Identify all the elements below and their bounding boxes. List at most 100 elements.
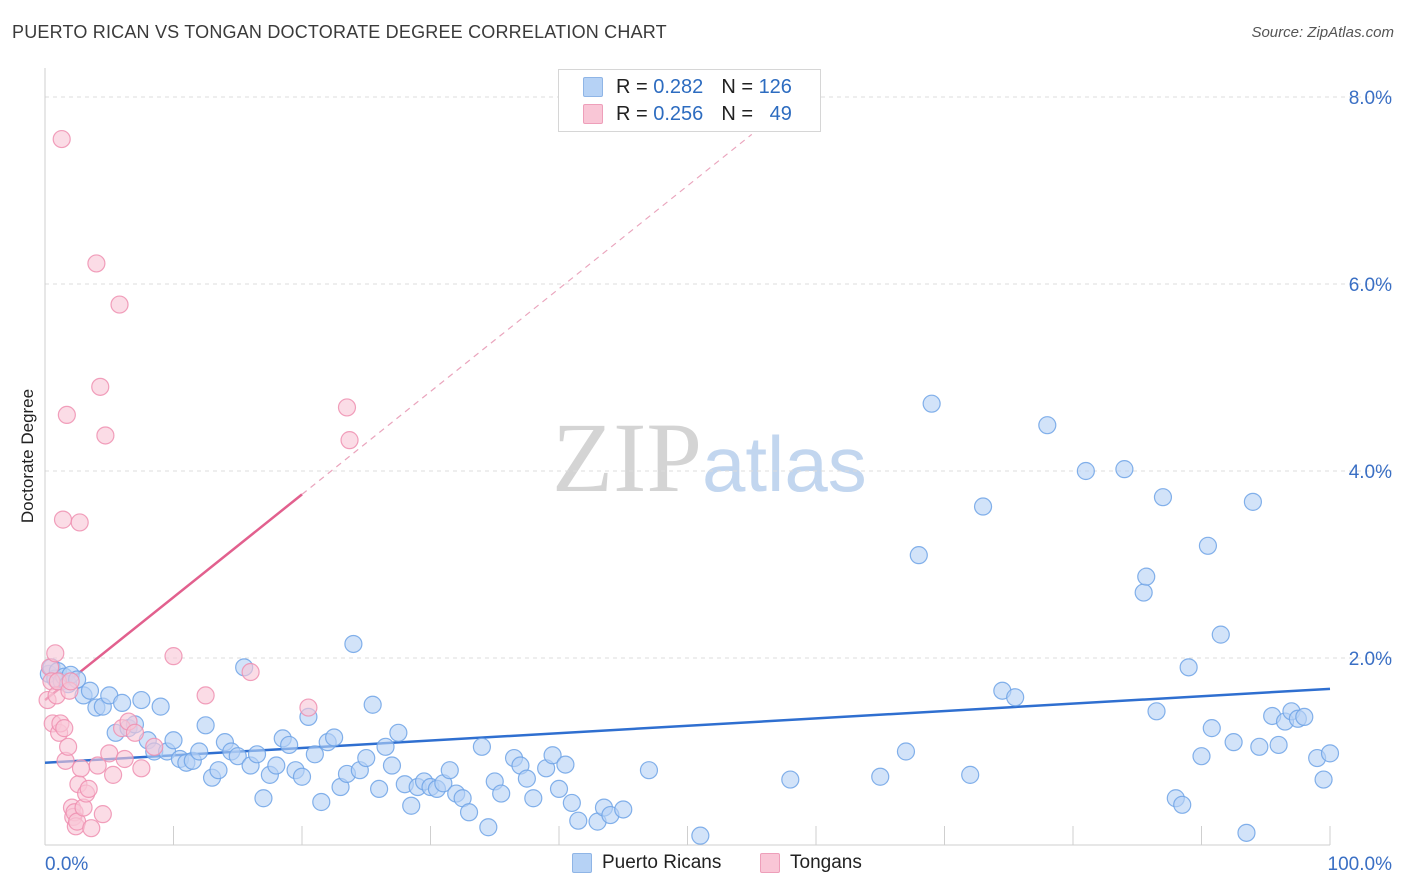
puerto-rican-point [325,728,344,747]
tongan-point [337,398,357,417]
gridlines [45,96,1392,659]
chart-title: PUERTO RICAN VS TONGAN DOCTORATE DEGREE … [12,22,667,42]
tongan-point [82,819,101,838]
puerto-rican-point [1173,795,1192,814]
puerto-rican-point [961,765,980,784]
puerto-rican-point [1198,536,1218,555]
tongan-point [93,805,112,824]
puerto-rican-point [254,789,273,808]
puerto-rican-point [389,723,408,742]
puerto-rican-point [909,546,928,565]
puerto-rican-point [1250,737,1269,756]
data-points [38,129,1340,845]
legend-item-tongans: Tongans [760,852,862,874]
puerto-rican-point [344,634,363,654]
tongan-point [104,765,123,784]
tongan-point [164,647,183,666]
axes [44,68,1331,846]
puerto-rican-point [1314,770,1333,789]
legend-n-value: 49 [769,102,792,125]
puerto-rican-point [376,737,395,756]
puerto-rican-point [440,761,459,780]
tongan-point [88,756,107,775]
legend-swatch-pink [583,104,603,124]
legend-r-label: R = [616,102,648,125]
tongan-point [110,295,129,314]
tongan-point [96,426,115,445]
puerto-rican-point [569,811,588,830]
puerto-rican-point [479,818,498,837]
puerto-rican-point [1179,658,1198,677]
puerto-rican-point [80,681,100,700]
y-tick-label: 4.0% [1349,462,1392,483]
y-tick-label: 6.0% [1349,275,1392,296]
puerto-rican-point [922,394,941,413]
tongan-point [55,719,74,738]
puerto-rican-point [1134,583,1153,602]
puerto-rican-point [459,803,479,822]
puerto-rican-point [1076,461,1095,481]
puerto-rican-point [1006,688,1025,707]
puerto-rican-point [1295,707,1314,727]
tongan-point [52,129,71,149]
legend-r-value: 0.256 [653,102,704,125]
puerto-rican-point [312,792,331,812]
puerto-rican-point [1137,567,1156,586]
puerto-rican-point [370,779,389,799]
tongan-point [70,513,89,532]
puerto-rican-point [896,742,916,761]
puerto-rican-point [280,735,299,755]
tongan-point [53,510,73,529]
tongan-trend-line [44,493,303,702]
puerto-rican-point [562,793,581,813]
legend-swatch-blue [572,853,592,873]
puerto-rican-point [1115,460,1134,479]
tongan-point [79,779,98,799]
legend-swatch-blue [583,77,603,97]
puerto-rican-point [196,716,215,735]
puerto-rican-point [1147,702,1166,721]
puerto-rican-point [871,767,890,786]
tongan-point [196,686,215,705]
tongan-point [100,744,119,763]
puerto-rican-point [549,779,569,799]
watermark-atlas: atlas [702,420,867,508]
puerto-rican-point [524,789,543,808]
x-tick-label: 0.0% [45,854,88,875]
tongan-point [71,759,91,778]
tongan-point [59,737,78,756]
puerto-rican-point [402,796,421,815]
puerto-rican-point [209,761,228,780]
tongan-point [299,698,318,717]
puerto-rican-point [190,742,209,761]
puerto-rican-point [132,690,151,710]
watermark: ZIPatlas [552,400,867,515]
legend-n-label: N = [721,102,753,125]
legend-r-label: R = [616,75,648,98]
puerto-rican-point [1211,625,1230,644]
watermark-zip: ZIP [552,402,702,513]
puerto-rican-point [151,697,170,716]
puerto-rican-point [614,800,633,819]
legend-item-puerto-ricans: Puerto Ricans [572,852,721,874]
puerto-rican-point [1320,744,1340,763]
puerto-rican-point [472,737,491,756]
puerto-rican-point [1224,733,1243,752]
puerto-rican-point [164,731,183,750]
puerto-rican-point [112,693,132,712]
puerto-rican-point [1153,488,1173,507]
legend-label-tongans: Tongans [790,852,862,873]
puerto-rican-point [292,767,312,786]
puerto-rican-point [691,826,710,845]
tongan-point [132,759,151,778]
puerto-rican-point [781,770,800,789]
puerto-rican-point [267,756,286,775]
puerto-rican-point [1269,735,1288,755]
tongan-point [115,749,134,769]
tongan-point [125,723,145,742]
puerto-rican-point [1202,719,1221,738]
puerto-rican-point [305,745,324,764]
legend-label-puerto-ricans: Puerto Ricans [602,852,722,873]
source-label: Source: ZipAtlas.com [1251,24,1394,41]
